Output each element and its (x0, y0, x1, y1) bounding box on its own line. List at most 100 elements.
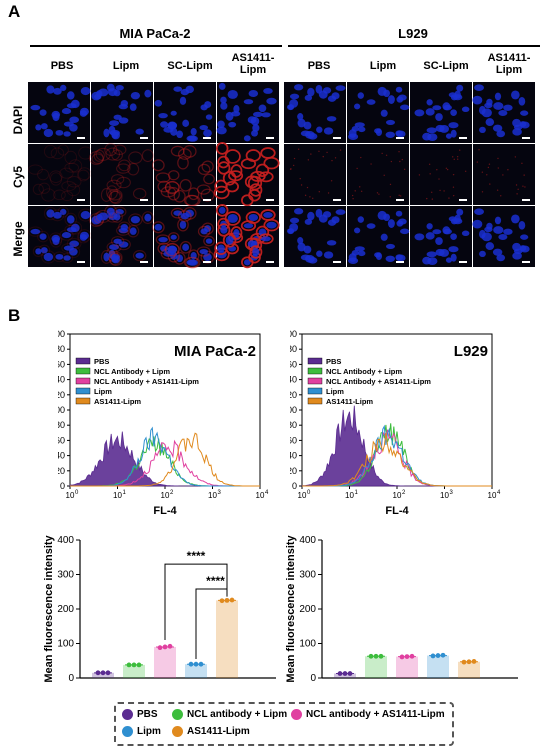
column-label: PBS (50, 60, 74, 72)
nucleus (40, 247, 48, 254)
legend-swatch (307, 367, 323, 375)
nucleus (129, 227, 137, 235)
cy5-signal (201, 222, 214, 235)
cy5-speck (459, 149, 461, 151)
group-label-mia: MIA PaCa-2 (119, 26, 191, 41)
data-point (342, 671, 348, 676)
nucleus (353, 103, 361, 110)
cy5-speck (398, 194, 400, 197)
micrograph-tile (347, 82, 410, 143)
nucleus (203, 253, 212, 261)
nucleus (203, 129, 212, 137)
nucleus (492, 124, 503, 132)
cy5-signal (110, 174, 125, 185)
nucleus (472, 219, 483, 229)
nucleus (461, 106, 470, 112)
tile-background (28, 144, 90, 205)
legend-swatch (75, 397, 91, 405)
cy5-speck (439, 189, 441, 192)
nucleus (323, 127, 334, 135)
cy5-speck (453, 158, 455, 161)
data-point (404, 654, 410, 660)
nucleus (435, 237, 443, 245)
x-tick-label: 10 (345, 491, 354, 500)
nucleus (180, 88, 190, 96)
nucleus (450, 109, 457, 116)
nucleus (160, 121, 169, 128)
cy5-signal (182, 145, 197, 158)
cy5-signal (197, 163, 211, 176)
nucleus (243, 259, 251, 266)
nucleus (357, 216, 364, 223)
cy5-speck (327, 192, 330, 194)
y-tick-label: 140 (290, 375, 297, 385)
micrograph-tile (410, 82, 472, 143)
cy5-speck (497, 157, 499, 160)
cy5-signal (213, 185, 230, 200)
nucleus (225, 235, 234, 245)
nucleus (106, 83, 115, 92)
nucleus (316, 126, 323, 133)
nucleus (304, 94, 313, 101)
nucleus (486, 222, 493, 230)
cy5-speck (443, 190, 445, 192)
nucleus (300, 130, 311, 137)
legend-dot-lipm (122, 726, 133, 737)
cy5-speck (487, 166, 490, 169)
significance-bracket: ******** (164, 549, 228, 660)
data-point (188, 661, 194, 667)
data-point (162, 644, 168, 650)
cy5-signal (173, 189, 186, 203)
cy5-signal (57, 206, 69, 218)
column-label: SC-Lipm (167, 60, 213, 72)
cy5-speck (389, 183, 392, 186)
nucleus (115, 209, 124, 215)
x-tick-label: 10 (488, 491, 497, 500)
bar (92, 672, 114, 678)
nucleus (63, 121, 74, 127)
nucleus (385, 243, 396, 249)
nucleus (63, 245, 74, 251)
cy5-speck (430, 191, 433, 193)
nucleus (366, 223, 376, 229)
cy5-signal (68, 159, 83, 173)
nucleus (220, 96, 227, 104)
cy5-signal (177, 156, 189, 170)
micrograph-tile (154, 82, 216, 143)
nucleus (442, 226, 451, 235)
cy5-signal (222, 232, 237, 248)
nucleus (43, 128, 54, 138)
nucleus (397, 218, 407, 225)
nucleus (180, 212, 190, 220)
cy5-speck (452, 173, 455, 176)
y-tick-label: 200 (299, 604, 316, 615)
nucleus (494, 92, 502, 101)
nucleus (353, 227, 361, 234)
cy5-signal (244, 237, 260, 251)
cy5-signal (127, 162, 140, 176)
cy5-speck (496, 189, 499, 191)
nucleus (496, 254, 506, 262)
nucleus (248, 90, 259, 98)
micrograph-tile (410, 206, 472, 267)
nucleus (512, 128, 522, 136)
cy5-signal (263, 218, 280, 232)
legend-label: NCL Antibody + AS1411-Lipm (326, 377, 431, 386)
micrograph-tile (284, 206, 346, 267)
nucleus (375, 252, 383, 261)
nucleus (503, 228, 513, 235)
nucleus (335, 85, 346, 91)
nucleus (414, 233, 425, 241)
bracket-outer (164, 563, 228, 641)
x-tick-label: 10 (66, 491, 75, 500)
cy5-speck (339, 149, 342, 151)
data-point (435, 653, 441, 658)
cy5-speck (381, 152, 383, 155)
cy5-speck (446, 168, 449, 171)
cy5-signal (49, 232, 63, 245)
data-point (471, 659, 477, 664)
cy5-signal (64, 162, 80, 173)
nucleus (456, 84, 464, 92)
cy5-signal (128, 151, 143, 164)
